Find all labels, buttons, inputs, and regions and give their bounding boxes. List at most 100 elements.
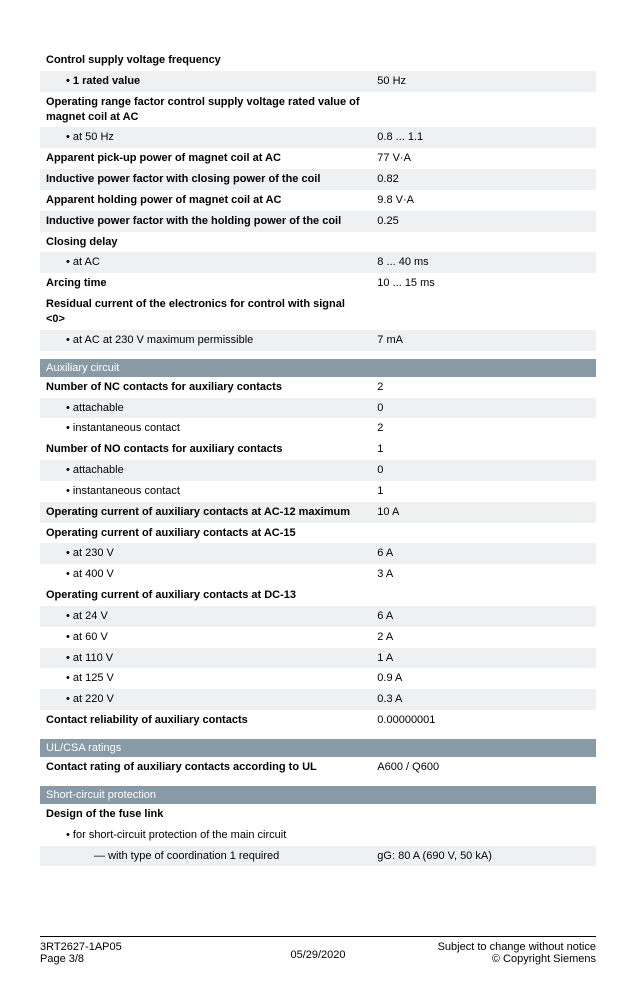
- spec-row: with type of coordination 1 requiredgG: …: [40, 846, 596, 867]
- spec-label: at 50 Hz: [40, 127, 371, 148]
- spec-label: Design of the fuse link: [40, 804, 371, 825]
- spec-value: 2: [371, 418, 596, 439]
- section-header-ul: UL/CSA ratings: [40, 739, 596, 757]
- spec-row: Contact rating of auxiliary contacts acc…: [40, 757, 596, 778]
- spec-row: Operating range factor control supply vo…: [40, 92, 596, 128]
- spec-value: 6 A: [371, 606, 596, 627]
- spec-label: at AC: [40, 252, 371, 273]
- spec-value: [371, 294, 596, 330]
- spec-label: with type of coordination 1 required: [40, 846, 371, 867]
- spec-row: Operating current of auxiliary contacts …: [40, 502, 596, 523]
- spec-value: 0.82: [371, 169, 596, 190]
- spec-value: 8 ... 40 ms: [371, 252, 596, 273]
- spec-label: Number of NO contacts for auxiliary cont…: [40, 439, 371, 460]
- spec-row: at AC at 230 V maximum permissible7 mA: [40, 330, 596, 351]
- spec-label: Contact rating of auxiliary contacts acc…: [40, 757, 371, 778]
- spec-row: at 60 V2 A: [40, 627, 596, 648]
- spec-row: for short-circuit protection of the main…: [40, 825, 596, 846]
- spec-label: at 60 V: [40, 627, 371, 648]
- spec-value: 0: [371, 398, 596, 419]
- spec-value: 10 ... 15 ms: [371, 273, 596, 294]
- spec-row: at 220 V0.3 A: [40, 689, 596, 710]
- page-footer: 3RT2627-1AP05 Page 3/8 05/29/2020 Subjec…: [40, 937, 596, 965]
- spec-row: Arcing time10 ... 15 ms: [40, 273, 596, 294]
- spec-row: at 110 V1 A: [40, 648, 596, 669]
- spec-label: Residual current of the electronics for …: [40, 294, 371, 330]
- spec-label: at 220 V: [40, 689, 371, 710]
- spec-table-top: Control supply voltage frequency1 rated …: [40, 50, 596, 351]
- spec-row: attachable0: [40, 398, 596, 419]
- spec-label: Contact reliability of auxiliary contact…: [40, 710, 371, 731]
- spec-row: Design of the fuse link: [40, 804, 596, 825]
- spec-value: [371, 92, 596, 128]
- spec-value: [371, 523, 596, 544]
- spec-label: at AC at 230 V maximum permissible: [40, 330, 371, 351]
- spec-value: 3 A: [371, 564, 596, 585]
- spec-value: [371, 232, 596, 253]
- spec-row: Operating current of auxiliary contacts …: [40, 585, 596, 606]
- spec-label: at 110 V: [40, 648, 371, 669]
- footer-page-number: Page 3/8: [40, 953, 225, 965]
- spec-value: [371, 825, 596, 846]
- spec-value: 6 A: [371, 543, 596, 564]
- spec-value: 2: [371, 377, 596, 398]
- spec-row: Closing delay: [40, 232, 596, 253]
- spec-label: 1 rated value: [40, 71, 371, 92]
- datasheet-page: Control supply voltage frequency1 rated …: [0, 0, 636, 985]
- spec-value: 0.25: [371, 211, 596, 232]
- spec-value: [371, 50, 596, 71]
- spec-value: [371, 804, 596, 825]
- spec-value: gG: 80 A (690 V, 50 kA): [371, 846, 596, 867]
- spec-value: A600 / Q600: [371, 757, 596, 778]
- spec-label: at 400 V: [40, 564, 371, 585]
- spec-label: Operating range factor control supply vo…: [40, 92, 371, 128]
- spec-value: 0: [371, 460, 596, 481]
- spec-label: Control supply voltage frequency: [40, 50, 371, 71]
- spec-value: 1: [371, 481, 596, 502]
- section-header-sc: Short-circuit protection: [40, 786, 596, 804]
- spec-value: 50 Hz: [371, 71, 596, 92]
- spec-row: Number of NC contacts for auxiliary cont…: [40, 377, 596, 398]
- spec-value: 2 A: [371, 627, 596, 648]
- spec-value: 7 mA: [371, 330, 596, 351]
- spec-row: Inductive power factor with the holding …: [40, 211, 596, 232]
- spec-label: Apparent pick-up power of magnet coil at…: [40, 148, 371, 169]
- spec-label: Number of NC contacts for auxiliary cont…: [40, 377, 371, 398]
- spec-table-aux: Number of NC contacts for auxiliary cont…: [40, 377, 596, 731]
- spec-row: Number of NO contacts for auxiliary cont…: [40, 439, 596, 460]
- spec-value: 77 V·A: [371, 148, 596, 169]
- spec-value: 0.3 A: [371, 689, 596, 710]
- spec-row: instantaneous contact1: [40, 481, 596, 502]
- spec-value: 9.8 V·A: [371, 190, 596, 211]
- spec-label: Closing delay: [40, 232, 371, 253]
- spec-row: at 400 V3 A: [40, 564, 596, 585]
- spec-label: Operating current of auxiliary contacts …: [40, 502, 371, 523]
- spec-table-ul: Contact rating of auxiliary contacts acc…: [40, 757, 596, 778]
- spec-row: at AC8 ... 40 ms: [40, 252, 596, 273]
- spec-row: Control supply voltage frequency: [40, 50, 596, 71]
- spec-table-sc: Design of the fuse linkfor short-circuit…: [40, 804, 596, 867]
- spec-label: Inductive power factor with closing powe…: [40, 169, 371, 190]
- spec-value: 0.00000001: [371, 710, 596, 731]
- footer-date: 05/29/2020: [225, 949, 410, 961]
- spec-row: Residual current of the electronics for …: [40, 294, 596, 330]
- spec-label: instantaneous contact: [40, 481, 371, 502]
- spec-label: instantaneous contact: [40, 418, 371, 439]
- spec-row: Apparent holding power of magnet coil at…: [40, 190, 596, 211]
- spec-row: at 230 V6 A: [40, 543, 596, 564]
- spec-label: at 230 V: [40, 543, 371, 564]
- footer-notice-change: Subject to change without notice: [411, 941, 596, 953]
- spec-row: Operating current of auxiliary contacts …: [40, 523, 596, 544]
- footer-part-number: 3RT2627-1AP05: [40, 941, 225, 953]
- spec-label: attachable: [40, 398, 371, 419]
- spec-label: Arcing time: [40, 273, 371, 294]
- spec-value: 0.8 ... 1.1: [371, 127, 596, 148]
- spec-row: instantaneous contact2: [40, 418, 596, 439]
- spec-label: Inductive power factor with the holding …: [40, 211, 371, 232]
- spec-value: 10 A: [371, 502, 596, 523]
- spec-label: at 24 V: [40, 606, 371, 627]
- spec-row: Inductive power factor with closing powe…: [40, 169, 596, 190]
- spec-label: Operating current of auxiliary contacts …: [40, 523, 371, 544]
- spec-label: Apparent holding power of magnet coil at…: [40, 190, 371, 211]
- spec-value: 1: [371, 439, 596, 460]
